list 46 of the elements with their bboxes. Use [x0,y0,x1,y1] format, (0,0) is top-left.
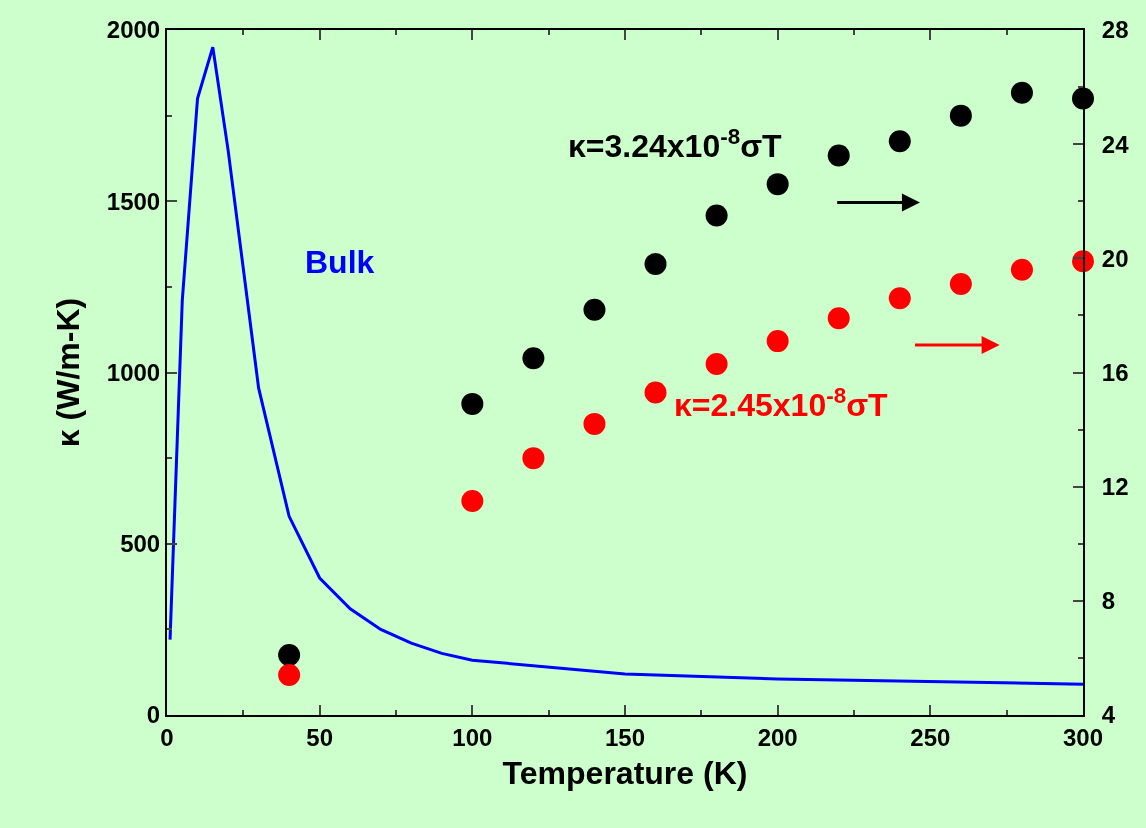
y2-tick-label: 8 [1101,587,1116,615]
x-axis-title: Temperature (K) [502,755,748,792]
y2-tick-label: 16 [1101,358,1129,386]
point [827,144,850,167]
point [278,644,301,667]
y-tick-label: 1000 [106,358,161,386]
x-tick-label: 100 [452,723,493,751]
point [1010,258,1033,281]
point [583,412,606,435]
point [644,253,667,276]
point [644,381,667,404]
y2-tick-label: 24 [1101,130,1130,158]
point [522,347,545,370]
point [705,204,728,227]
point [949,273,972,296]
y2-tick-label: 12 [1101,473,1129,501]
point [1010,81,1033,104]
annotation: κ=2.45x10$^{-8}$σT [674,383,889,424]
x-tick-label: 250 [910,723,951,751]
x-tick-label: 300 [1062,723,1104,751]
x-tick-label: 50 [306,723,334,751]
point [888,130,911,153]
point [522,447,545,470]
point [461,489,484,512]
x-tick-label: 200 [757,723,798,751]
point [766,330,789,353]
point [278,664,301,687]
point [583,298,606,321]
annotation: Bulk [305,244,375,280]
annotation: κ=3.24x10$^{-8}$σT [568,124,783,165]
point [888,287,911,310]
y2-tick-label: 4 [1101,701,1116,729]
y2-tick-label: 28 [1101,16,1129,44]
y-tick-label: 1500 [106,187,161,215]
point [766,173,789,196]
x-tick-label: 150 [604,723,646,751]
y-tick-label: 0 [146,701,161,729]
y-axis-title: κ (W/m-K) [49,297,86,448]
point [705,352,728,375]
y-tick-label: 500 [120,530,161,558]
y2-tick-label: 20 [1101,244,1129,272]
point [827,307,850,330]
y-tick-label: 2000 [106,16,161,44]
point [461,392,484,415]
point [949,104,972,127]
line-series [168,45,1083,686]
